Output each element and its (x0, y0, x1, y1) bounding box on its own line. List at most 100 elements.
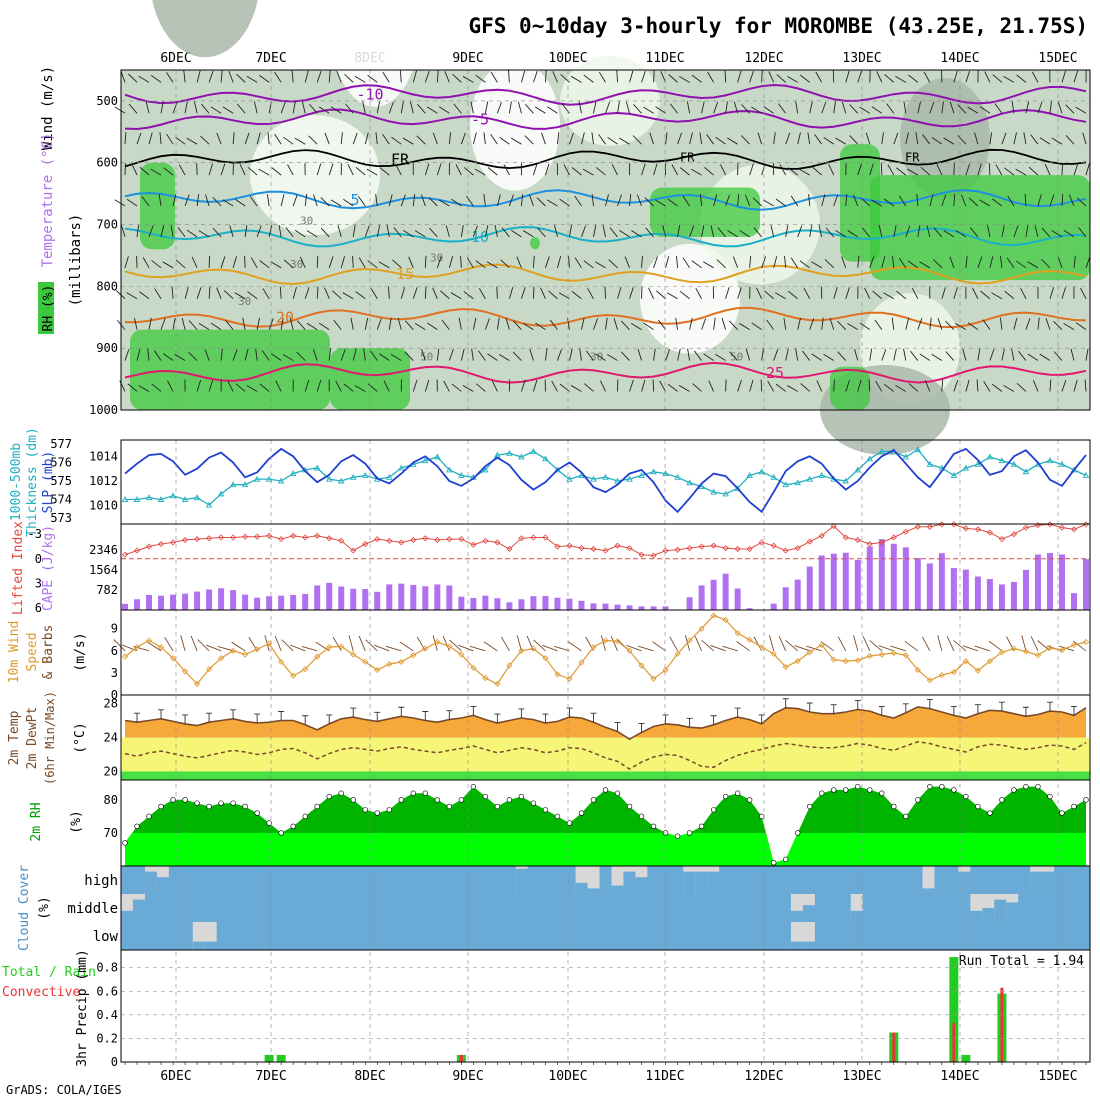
cloud-cell (312, 922, 325, 950)
wind-barb (761, 348, 764, 361)
cloud-cell (156, 894, 170, 922)
wind-barb (677, 348, 681, 361)
cloud-cell (743, 894, 756, 922)
wind-barb (905, 317, 910, 330)
bottom-date-labels: 6DEC 7DEC 8DEC 9DEC 10DEC 11DEC 12DEC 13DEC 14DE… (160, 1069, 1077, 1084)
wind-barb (432, 132, 438, 145)
wind-barb (922, 134, 931, 145)
wind-barb (682, 257, 690, 269)
wind-barb (763, 199, 774, 207)
cape-bar (1010, 581, 1017, 610)
cape-bar (230, 590, 237, 610)
wind-barb (475, 260, 486, 269)
slp-tick-label: 1014 (89, 449, 118, 463)
precip-convective-bar (1000, 987, 1004, 1062)
wind-barb (595, 353, 606, 361)
wind-barb (761, 163, 766, 176)
wind-barb (487, 167, 498, 176)
date-label-bottom: 7DEC (255, 1069, 286, 1084)
rh2m-point (734, 790, 741, 796)
cloud-cell (324, 894, 337, 922)
cloud-cell (934, 922, 947, 950)
wind-barb (232, 349, 238, 361)
cloud-cell (611, 894, 624, 922)
cloud-cell (635, 922, 648, 950)
rh2m-point (158, 803, 164, 810)
date-label-top: 13DEC (842, 51, 881, 66)
wind-barb (188, 351, 198, 361)
cloud-cell (1030, 871, 1043, 894)
wind-barb (412, 379, 418, 392)
wind-barb (924, 380, 931, 392)
wind-barb (471, 348, 474, 361)
wind-barb (895, 75, 907, 83)
date-label-bottom: 6DEC (160, 1069, 191, 1084)
wind-barb (884, 74, 895, 83)
wind-barb (869, 256, 875, 268)
lifted-index-point (266, 532, 273, 539)
cloud-cell (1066, 922, 1079, 950)
thickness-point (986, 453, 994, 460)
wind-barb (847, 323, 858, 331)
wind-barb (583, 260, 594, 269)
wind10m-point (794, 658, 801, 665)
wind10m-barb (710, 645, 726, 652)
wind-barb (809, 225, 813, 237)
cape-bar (446, 585, 453, 610)
wind-barb (541, 132, 546, 145)
cape-bar (746, 608, 753, 610)
wind-barb (200, 135, 210, 145)
cloud-cell (731, 866, 744, 894)
wind-barb (1013, 225, 1019, 238)
wind-barb (761, 256, 767, 268)
cloud-cell (1066, 866, 1079, 894)
thickness-point (386, 473, 393, 480)
wind-barb (299, 256, 306, 268)
cloud-cell (479, 866, 493, 894)
wind-barb (983, 380, 991, 392)
lifted-index-point (1022, 524, 1030, 531)
cloud-cell (910, 866, 924, 894)
wind-barb (659, 380, 666, 392)
wind-barb (907, 260, 919, 269)
thickness-point (566, 475, 573, 482)
wind-barb (198, 322, 210, 331)
thickness-point (638, 472, 645, 478)
wind-barb (655, 106, 666, 114)
wind10m-point (710, 612, 717, 619)
precip-ylabel-convective: Convective (2, 985, 80, 1000)
wind-barb (400, 287, 406, 299)
cape-bar (146, 594, 153, 610)
wind-barb (1024, 193, 1027, 207)
wind-barb (212, 227, 222, 238)
wind-barb (775, 198, 786, 207)
thickness-point (121, 496, 129, 502)
wind-barb (234, 292, 246, 300)
wind-barb (1025, 101, 1030, 114)
precip-tick-label: 0.2 (96, 1031, 118, 1045)
date-label-bottom: 11DEC (645, 1069, 684, 1084)
wind-barb (974, 132, 979, 145)
wind-barb (708, 380, 715, 392)
cloud-cell (826, 894, 840, 922)
wind10m-barb (837, 636, 847, 652)
cloud-cell (994, 899, 1007, 922)
rh2m-point (746, 797, 753, 803)
rh2m-point (650, 823, 657, 830)
wind-barb (919, 261, 931, 269)
cloud-cell (276, 866, 289, 894)
wind-barb (232, 132, 235, 145)
wind-barb (246, 75, 258, 83)
wind-barb (625, 101, 630, 114)
rh2m-panel (122, 783, 1089, 866)
cape-bar (782, 587, 789, 610)
cloud-cell (934, 866, 947, 894)
wind-barb (172, 101, 178, 114)
wind-barb (936, 163, 943, 176)
wind-barb (1085, 348, 1089, 361)
rh2m-point (314, 803, 320, 810)
wind-barb (671, 164, 678, 176)
wind-barb (145, 101, 150, 114)
wind-barb (546, 199, 558, 207)
cloud-cell (946, 866, 959, 894)
